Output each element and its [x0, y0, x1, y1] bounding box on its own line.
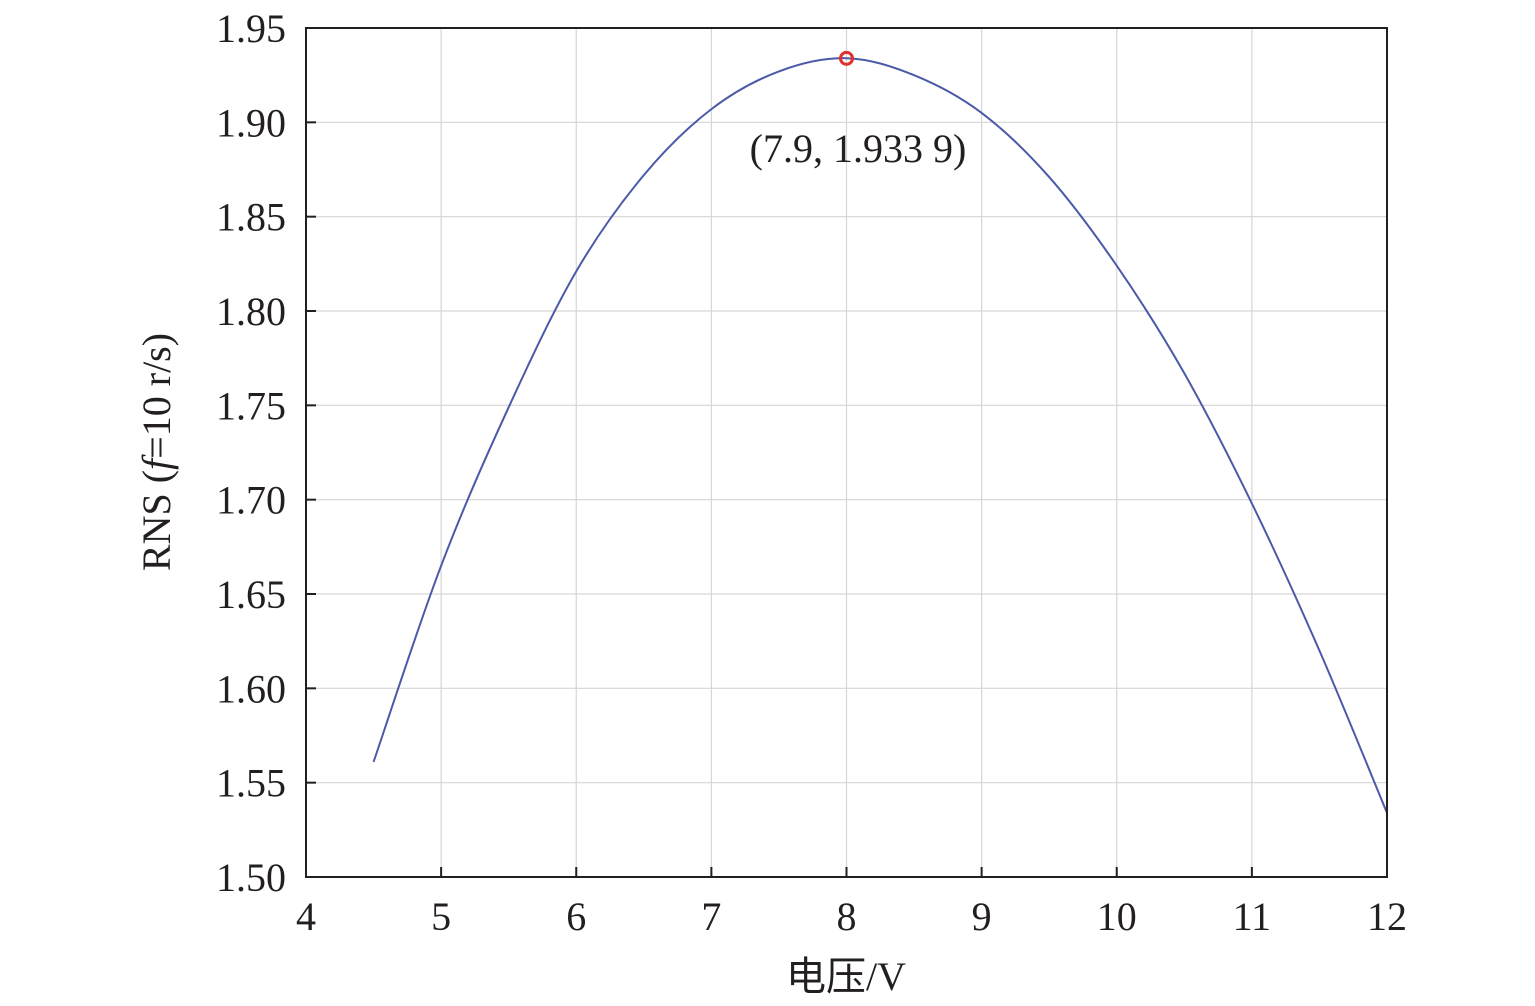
x-tick-label: 6	[566, 894, 586, 939]
y-tick-label: 1.85	[216, 195, 286, 240]
x-axis-label: 电压/V	[786, 954, 906, 999]
peak-annotation-label: (7.9, 1.933 9)	[750, 126, 967, 171]
y-tick-label: 1.50	[216, 855, 286, 900]
y-tick-label: 1.60	[216, 666, 286, 711]
y-tick-label: 1.80	[216, 289, 286, 334]
y-tick-label: 1.75	[216, 383, 286, 428]
annotation-layer	[839, 50, 854, 66]
y-tick-label: 1.70	[216, 478, 286, 523]
x-tick-label: 5	[431, 894, 451, 939]
x-tick-label: 12	[1367, 894, 1407, 939]
x-tick-label: 8	[837, 894, 857, 939]
x-tick-label: 7	[701, 894, 721, 939]
x-tick-label: 10	[1097, 894, 1137, 939]
rns-curve	[372, 57, 1388, 814]
y-axis-label-suffix: =10 r/s)	[134, 333, 179, 459]
y-tick-label: 1.55	[216, 761, 286, 806]
y-axis-label-prefix: RNS (	[134, 470, 179, 571]
y-tick-label: 1.95	[216, 6, 286, 51]
peak-marker	[839, 50, 854, 66]
series-layer	[372, 57, 1388, 814]
x-tick-label: 4	[296, 894, 316, 939]
x-tick-label: 11	[1233, 894, 1272, 939]
x-tick-label: 9	[972, 894, 992, 939]
grid-lines	[306, 28, 1387, 877]
axis-ticks: 4 5 6 7 8 9 10 11 12 1.50 1.55 1.60 1.65 1.70 1.75 1.80…	[216, 6, 1407, 939]
y-tick-label: 1.65	[216, 572, 286, 617]
y-tick-label: 1.90	[216, 100, 286, 145]
y-axis-label: RNS (f=10 r/s)	[134, 333, 179, 571]
